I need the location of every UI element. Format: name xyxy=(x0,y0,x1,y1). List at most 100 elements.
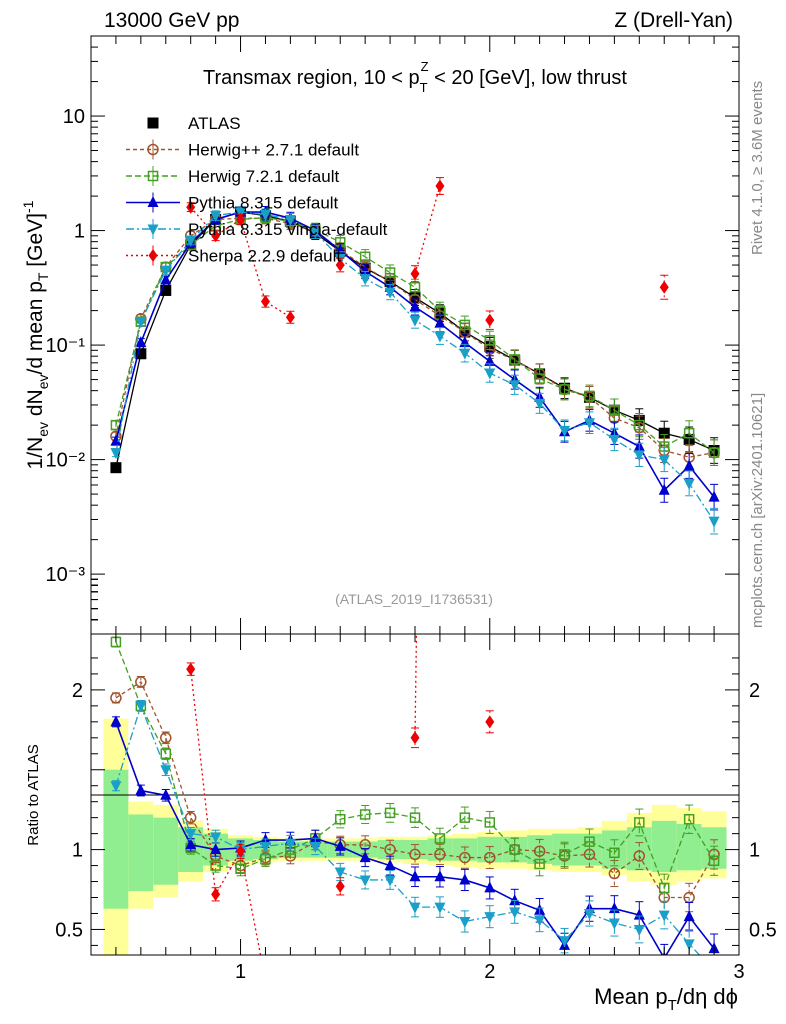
data-point xyxy=(335,258,345,272)
legend-label: Pythia 8.315 default xyxy=(188,194,339,213)
series-line xyxy=(190,669,262,955)
data-point xyxy=(583,908,595,920)
y-tick-label: 10 xyxy=(63,106,85,128)
ratio-axes: 0.5 0.5 1 1 2 2 1 2 3 xyxy=(55,634,777,983)
data-point xyxy=(359,851,371,863)
data-point xyxy=(210,843,222,855)
data-point xyxy=(633,850,646,862)
data-point xyxy=(559,849,570,860)
data-point xyxy=(135,784,147,796)
legend-label: Herwig++ 2.7.1 default xyxy=(188,141,359,160)
data-point xyxy=(186,200,196,214)
data-point xyxy=(261,974,270,987)
legend-marker xyxy=(147,196,159,207)
data-point xyxy=(583,418,595,430)
data-point xyxy=(334,243,346,255)
data-point xyxy=(410,731,420,745)
ratio-y-tick-label: 1 xyxy=(72,840,83,862)
data-point xyxy=(409,870,421,882)
data-point xyxy=(211,887,221,901)
series-line xyxy=(414,185,441,274)
data-point xyxy=(435,179,445,193)
data-point xyxy=(211,229,221,243)
data-point xyxy=(260,853,271,865)
data-point xyxy=(683,814,695,825)
band-inner xyxy=(676,824,702,871)
data-point xyxy=(185,829,197,841)
data-point xyxy=(709,966,720,977)
data-point xyxy=(658,910,670,922)
band-inner xyxy=(128,814,154,892)
data-point xyxy=(210,860,221,871)
data-point xyxy=(185,235,197,247)
data-point xyxy=(284,214,296,226)
data-point xyxy=(434,848,446,861)
data-point xyxy=(185,838,197,850)
data-point xyxy=(135,317,147,329)
data-point xyxy=(334,867,346,879)
data-point xyxy=(608,918,620,930)
data-point xyxy=(236,844,246,858)
data-point xyxy=(434,833,446,844)
data-point xyxy=(509,380,521,392)
data-point xyxy=(135,701,147,713)
band-inner xyxy=(626,827,652,871)
x-axis-label: Mean pT/dη dϕ xyxy=(594,984,738,1014)
data-point xyxy=(409,300,421,312)
data-point xyxy=(484,354,496,366)
data-point xyxy=(110,448,122,460)
data-point xyxy=(359,274,371,286)
data-point xyxy=(658,882,670,894)
data-point xyxy=(484,335,496,346)
data-point xyxy=(559,425,571,437)
data-point xyxy=(110,692,122,704)
series-4 xyxy=(186,634,495,987)
data-point xyxy=(459,916,471,928)
data-point xyxy=(683,910,695,922)
data-point xyxy=(434,870,446,882)
data-point xyxy=(485,313,495,327)
data-point xyxy=(135,348,147,360)
data-point xyxy=(210,832,222,844)
series-3 xyxy=(110,699,720,977)
data-point xyxy=(658,483,670,495)
data-point xyxy=(410,267,420,281)
data-point xyxy=(708,855,720,867)
legend-marker xyxy=(147,170,159,182)
data-point xyxy=(634,419,645,431)
band-inner xyxy=(651,820,677,872)
data-point xyxy=(459,851,471,864)
data-point xyxy=(409,292,421,304)
title-part-a: Transmax region, 10 < p xyxy=(203,67,420,89)
data-point xyxy=(110,781,122,793)
legend: ATLAS Herwig++ 2.7.1 default Herwig 7.2.1 … xyxy=(126,114,388,266)
title-superscript: Z xyxy=(421,59,429,74)
data-point xyxy=(559,936,571,948)
data-point xyxy=(658,455,670,467)
data-point xyxy=(384,843,396,856)
data-point xyxy=(285,310,295,324)
data-point xyxy=(236,212,246,226)
data-point xyxy=(683,459,695,471)
data-point xyxy=(484,817,496,828)
data-point xyxy=(608,867,621,880)
y-tick-label: 10⁻¹ xyxy=(46,335,86,357)
series-line xyxy=(414,634,418,738)
process-label: Z (Drell-Yan) xyxy=(614,9,733,32)
data-point xyxy=(484,341,496,353)
legend-marker xyxy=(148,249,158,262)
band-inner xyxy=(153,817,179,885)
data-point xyxy=(485,715,495,729)
data-point xyxy=(334,839,346,851)
series-4 xyxy=(110,206,720,535)
data-point xyxy=(309,841,321,853)
energy-label: 13000 GeV pp xyxy=(104,9,239,32)
legend-marker xyxy=(147,224,159,236)
data-point xyxy=(484,912,496,924)
data-point xyxy=(634,817,645,828)
data-point xyxy=(160,748,172,760)
data-point xyxy=(609,404,620,416)
y-tick-label: 10⁻² xyxy=(46,450,86,472)
data-point xyxy=(235,863,246,875)
main-y-axis-label: 1/Nev dNev/d mean pT [GeV]-1 xyxy=(20,200,51,469)
